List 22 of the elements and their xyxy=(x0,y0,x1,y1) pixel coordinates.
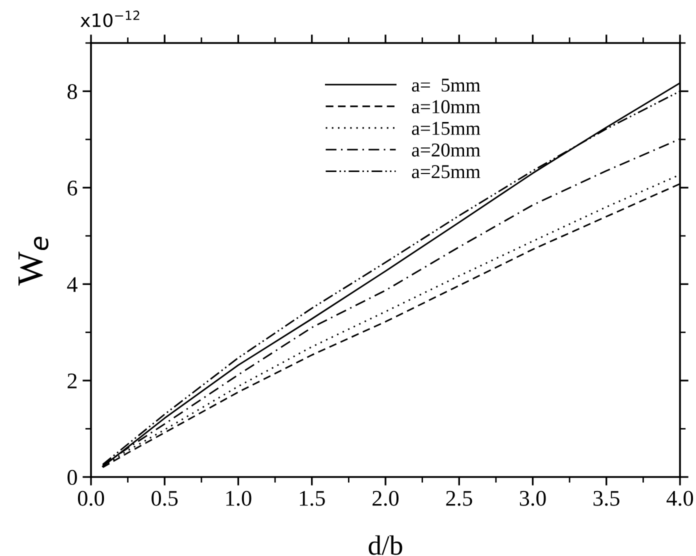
x-tick-label: 1.0 xyxy=(226,490,252,506)
legend-label: a=25mm xyxy=(412,165,480,178)
y-tick-label: 6 xyxy=(68,180,78,196)
legend-label: a= 5mm xyxy=(412,78,480,92)
legend-label: a=15mm xyxy=(412,122,480,135)
x-tick-label: 2.0 xyxy=(372,490,399,506)
x-tick-label: 3.0 xyxy=(520,490,546,506)
x-axis-title: d/b xyxy=(368,535,402,555)
text: x10$^{−12}$ xyxy=(80,10,140,28)
x-tick-label: 1.5 xyxy=(300,490,325,506)
legend-label: a=10mm xyxy=(412,100,480,114)
x-tick-label: 3.5 xyxy=(594,490,620,506)
x-tick-label: 2.5 xyxy=(446,490,472,506)
y-tick-label: 2 xyxy=(68,374,77,388)
y-axis-title: W$_{e}$ xyxy=(18,236,48,286)
y-tick-label: 4 xyxy=(67,277,78,292)
y-tick-label: 8 xyxy=(68,84,77,100)
x-tick-label: 0.5 xyxy=(152,490,178,506)
legend-label: a=20mm xyxy=(412,143,480,157)
x-tick-label: 4.0 xyxy=(666,490,694,506)
x-tick-label: 0.0 xyxy=(78,490,104,506)
y-tick-label: 0 xyxy=(68,470,77,485)
